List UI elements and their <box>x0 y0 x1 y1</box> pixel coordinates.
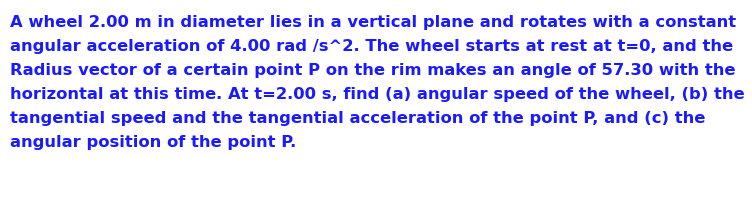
Text: A wheel 2.00 m in diameter lies in a vertical plane and rotates with a constant
: A wheel 2.00 m in diameter lies in a ver… <box>10 15 744 150</box>
